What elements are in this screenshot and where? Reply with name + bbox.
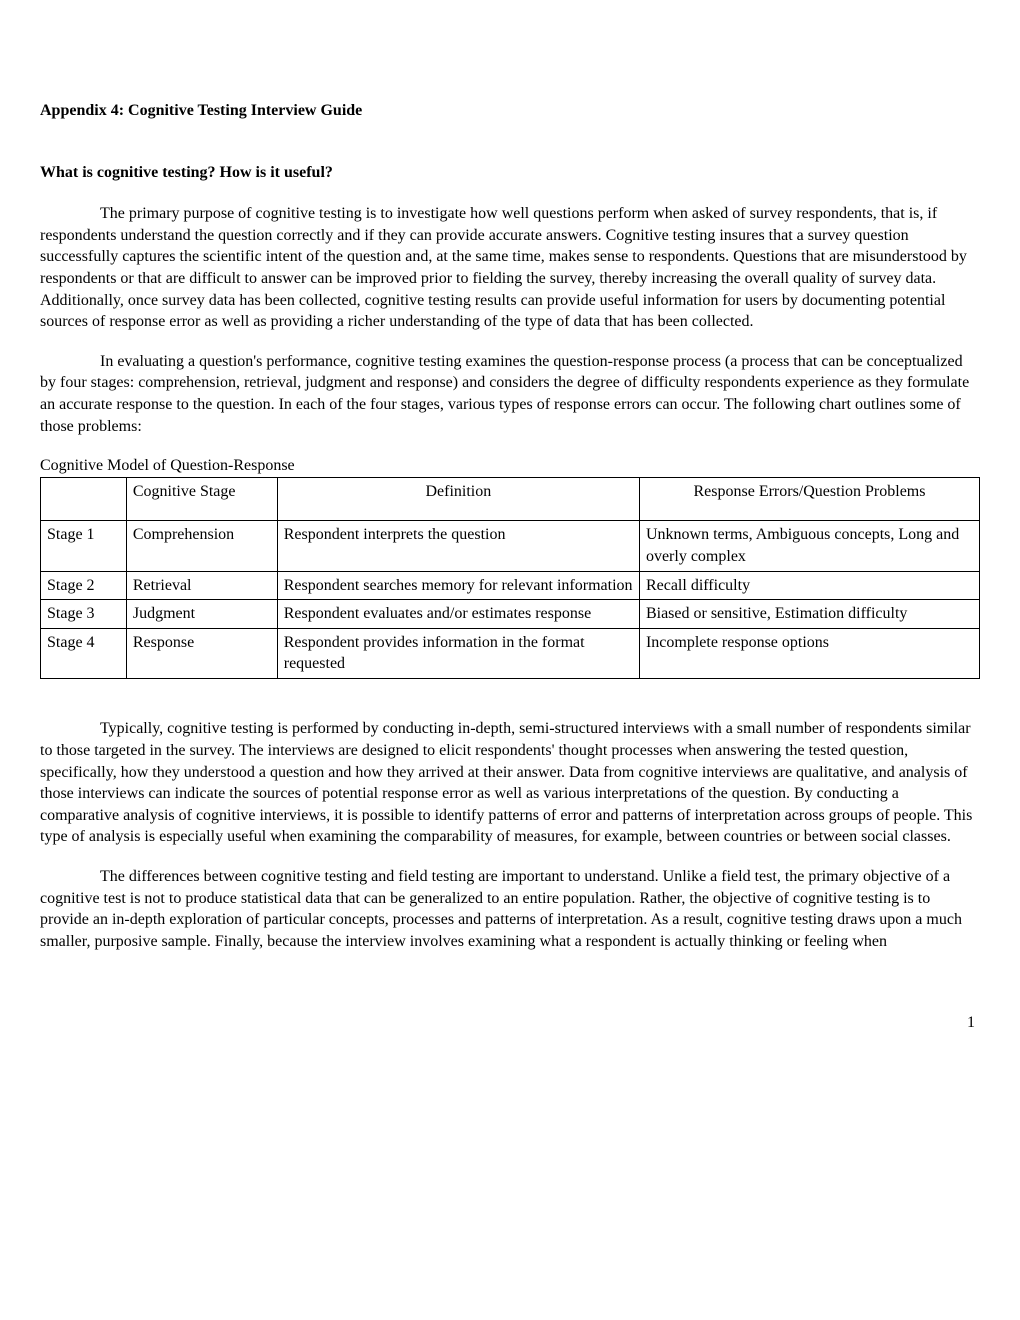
header-cell-definition: Definition bbox=[277, 477, 639, 521]
cell-definition: Respondent searches memory for relevant … bbox=[277, 571, 639, 600]
table-header-row: Cognitive Stage Definition Response Erro… bbox=[41, 477, 980, 521]
appendix-heading: Appendix 4: Cognitive Testing Interview … bbox=[40, 100, 980, 122]
cell-stage: Stage 4 bbox=[41, 628, 127, 678]
paragraph-4: The differences between cognitive testin… bbox=[40, 866, 980, 952]
cell-definition: Respondent provides information in the f… bbox=[277, 628, 639, 678]
table-caption: Cognitive Model of Question-Response bbox=[40, 455, 980, 477]
cell-errors: Recall difficulty bbox=[639, 571, 979, 600]
cell-stage: Stage 2 bbox=[41, 571, 127, 600]
header-cell-errors: Response Errors/Question Problems bbox=[639, 477, 979, 521]
cell-definition: Respondent evaluates and/or estimates re… bbox=[277, 600, 639, 629]
cell-cogstage: Response bbox=[126, 628, 277, 678]
cell-cogstage: Retrieval bbox=[126, 571, 277, 600]
cell-cogstage: Comprehension bbox=[126, 521, 277, 571]
page-number: 1 bbox=[40, 1012, 980, 1034]
cell-definition: Respondent interprets the question bbox=[277, 521, 639, 571]
header-cell-blank bbox=[41, 477, 127, 521]
cognitive-model-table: Cognitive Stage Definition Response Erro… bbox=[40, 477, 980, 679]
table-row: Stage 4 Response Respondent provides inf… bbox=[41, 628, 980, 678]
cell-stage: Stage 1 bbox=[41, 521, 127, 571]
paragraph-1: The primary purpose of cognitive testing… bbox=[40, 203, 980, 333]
header-cell-cogstage: Cognitive Stage bbox=[126, 477, 277, 521]
paragraph-3: Typically, cognitive testing is performe… bbox=[40, 718, 980, 848]
section-subheading: What is cognitive testing? How is it use… bbox=[40, 162, 980, 184]
cell-errors: Incomplete response options bbox=[639, 628, 979, 678]
table-row: Stage 3 Judgment Respondent evaluates an… bbox=[41, 600, 980, 629]
cell-cogstage: Judgment bbox=[126, 600, 277, 629]
cell-stage: Stage 3 bbox=[41, 600, 127, 629]
paragraph-2: In evaluating a question's performance, … bbox=[40, 351, 980, 437]
table-row: Stage 2 Retrieval Respondent searches me… bbox=[41, 571, 980, 600]
cell-errors: Unknown terms, Ambiguous concepts, Long … bbox=[639, 521, 979, 571]
table-row: Stage 1 Comprehension Respondent interpr… bbox=[41, 521, 980, 571]
cell-errors: Biased or sensitive, Estimation difficul… bbox=[639, 600, 979, 629]
